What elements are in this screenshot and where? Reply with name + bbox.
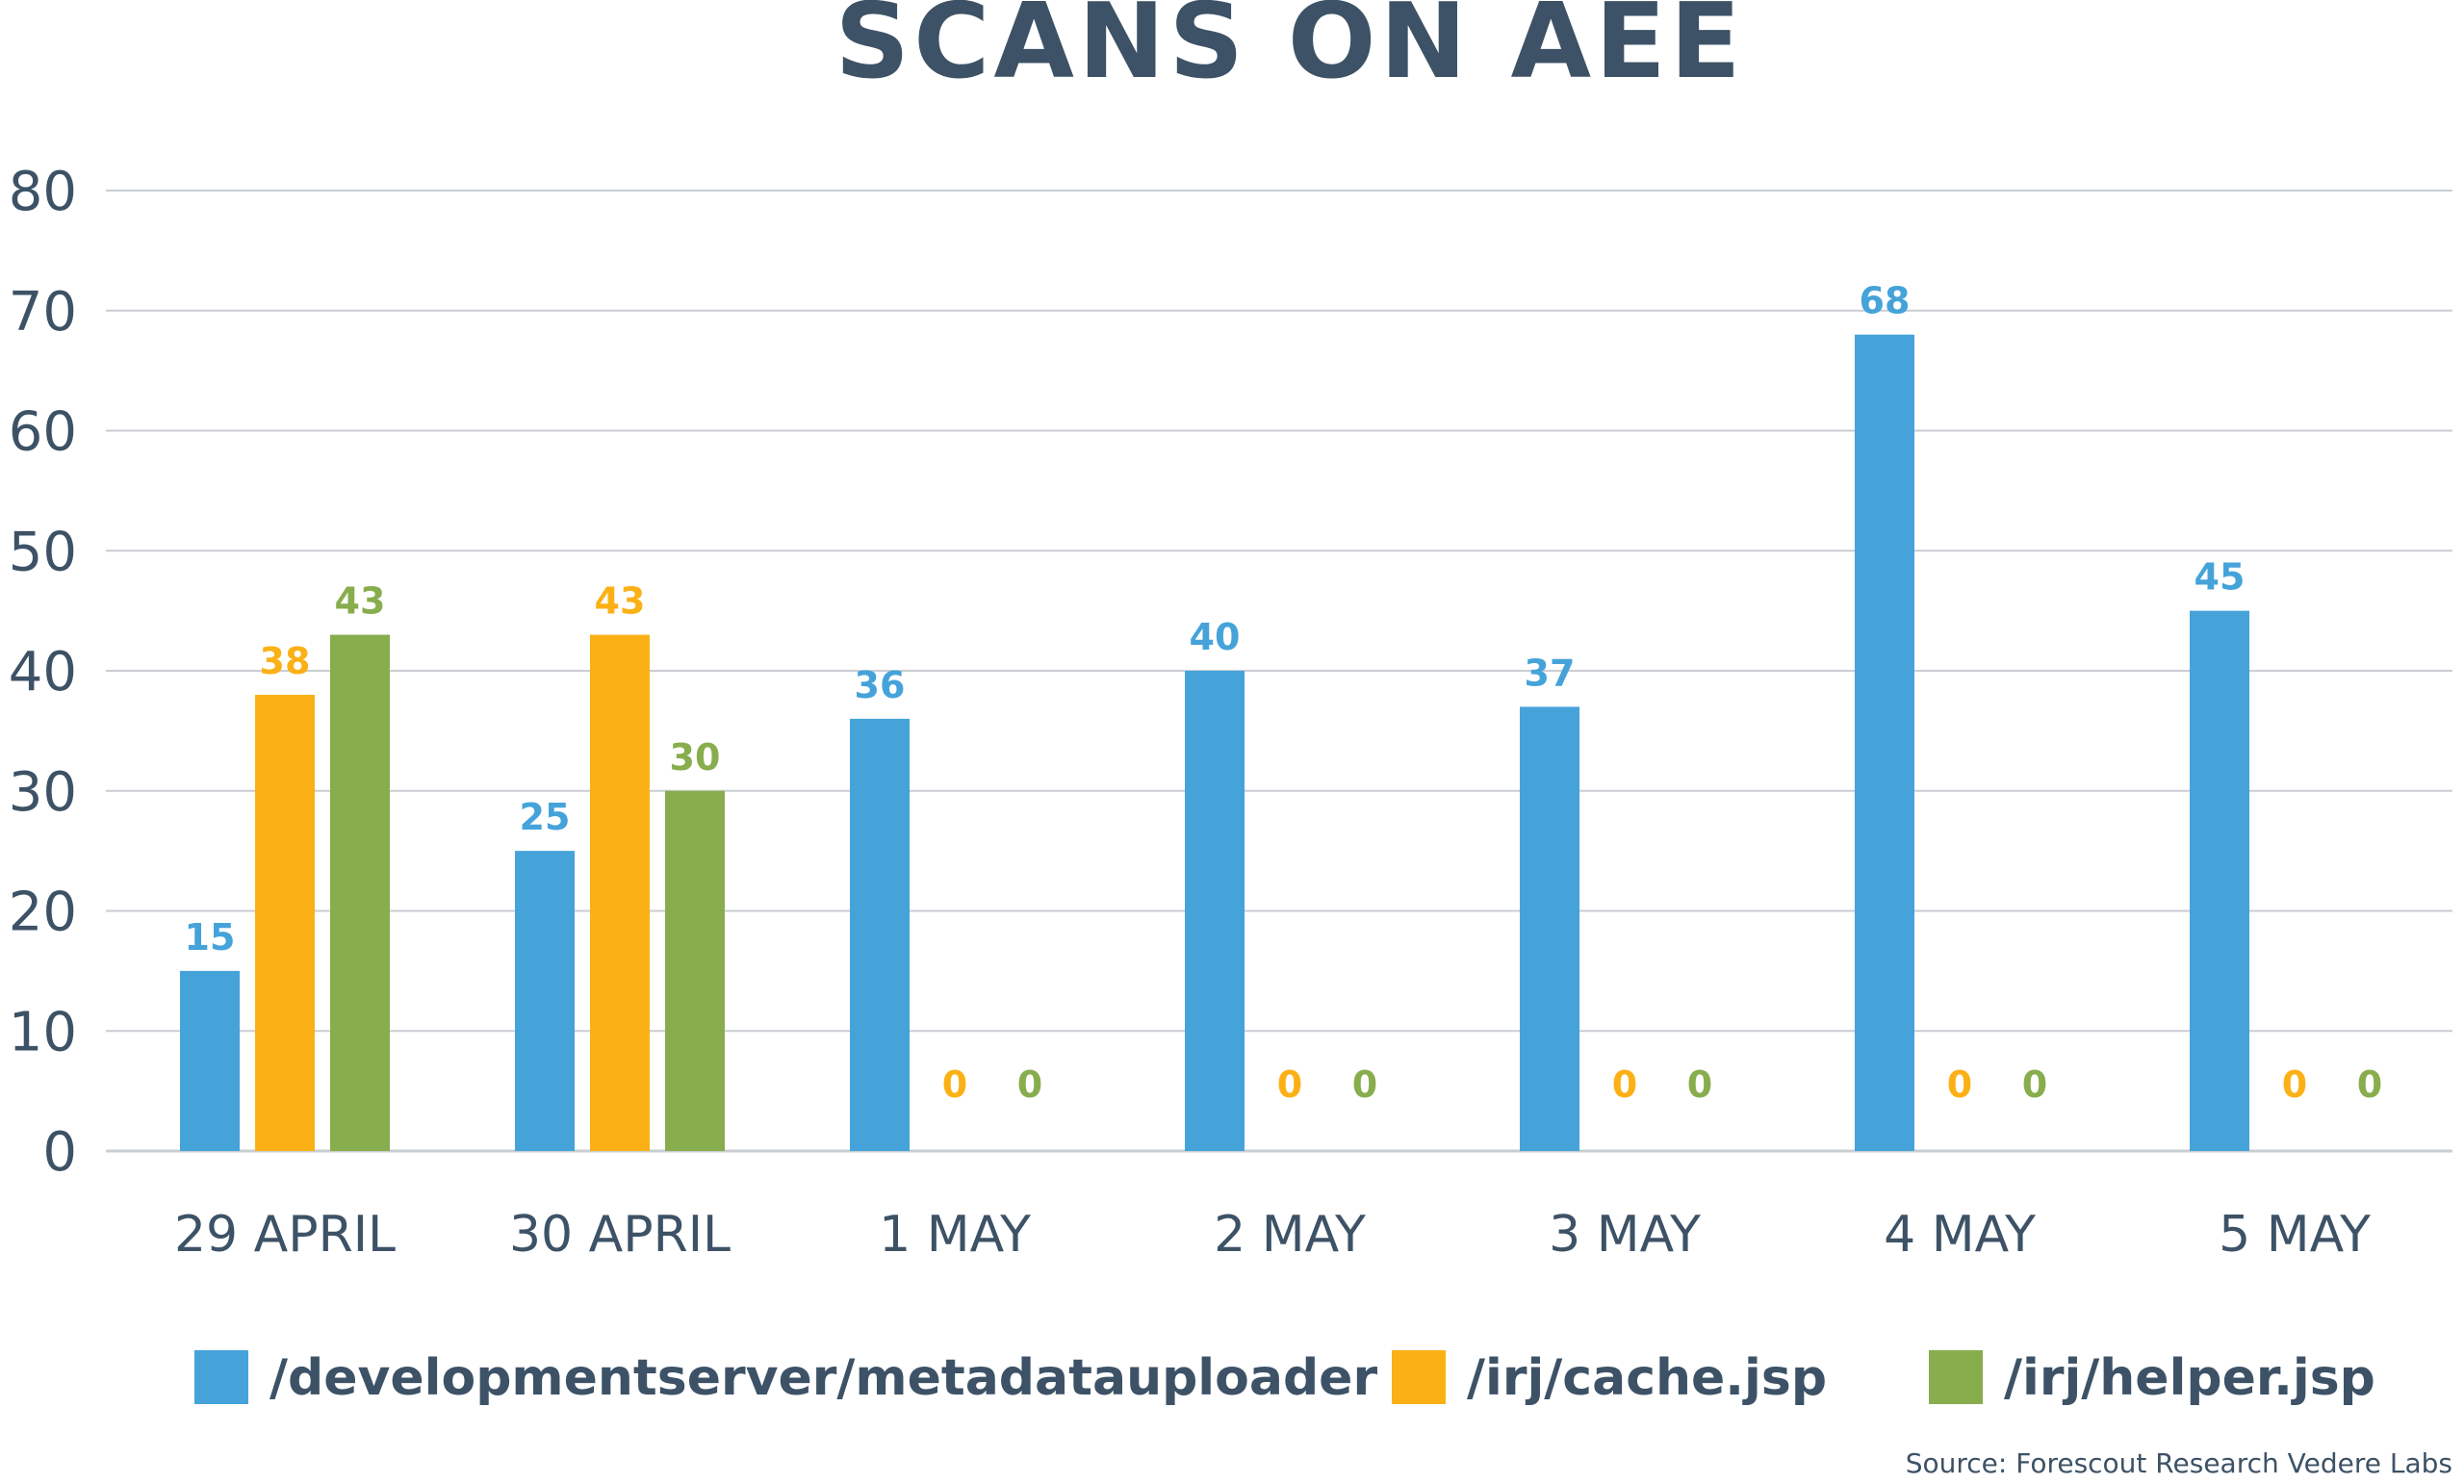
bar bbox=[590, 634, 650, 1151]
legend-swatch bbox=[1929, 1350, 1983, 1404]
data-label: 0 bbox=[1687, 1063, 1712, 1106]
data-label: 0 bbox=[2022, 1063, 2047, 1106]
bars bbox=[180, 334, 2249, 1151]
data-label: 40 bbox=[1190, 616, 1241, 658]
legend-swatch bbox=[194, 1350, 248, 1404]
bar bbox=[850, 718, 910, 1151]
legend-label: /irj/helper.jsp bbox=[2004, 1349, 2375, 1407]
x-tick-label: 30 APRIL bbox=[509, 1206, 731, 1264]
x-tick-label: 3 MAY bbox=[1549, 1206, 1701, 1264]
data-label: 36 bbox=[855, 664, 906, 706]
x-tick-label: 2 MAY bbox=[1214, 1206, 1366, 1264]
data-label: 0 bbox=[942, 1063, 967, 1106]
y-tick-label: 60 bbox=[9, 401, 77, 464]
bar bbox=[665, 790, 725, 1151]
data-labels: 15 38 43 25 43 30 36 0 0 40 0 0 37 0 0 68 0 0 45 0 0 bbox=[185, 280, 2383, 1106]
data-label: 0 bbox=[1947, 1063, 1972, 1106]
chart-title: SCANS ON AEE bbox=[834, 0, 1744, 102]
data-label: 68 bbox=[1860, 280, 1911, 322]
legend-swatch bbox=[1392, 1350, 1446, 1404]
data-label: 0 bbox=[1352, 1063, 1377, 1106]
x-tick-label: 4 MAY bbox=[1884, 1206, 2036, 1264]
data-label: 15 bbox=[185, 916, 236, 959]
y-tick-label: 10 bbox=[9, 1001, 77, 1063]
legend-label: /irj/cache.jsp bbox=[1467, 1349, 1827, 1407]
data-label: 25 bbox=[520, 796, 571, 838]
data-label: 38 bbox=[260, 640, 311, 682]
source-note: Source: Forescout Research Vedere Labs bbox=[1906, 1447, 2452, 1479]
gridlines bbox=[106, 190, 2452, 1153]
y-tick-label: 0 bbox=[42, 1121, 77, 1184]
data-label: 45 bbox=[2194, 556, 2246, 599]
y-tick-label: 30 bbox=[9, 761, 77, 824]
bar bbox=[255, 694, 315, 1151]
bar bbox=[1520, 706, 1579, 1151]
legend-label: /developmentserver/metadatauploader bbox=[270, 1349, 1377, 1407]
data-label: 30 bbox=[670, 736, 721, 779]
y-axis-ticks: 0 10 20 30 40 50 60 70 80 bbox=[9, 161, 77, 1184]
data-label: 0 bbox=[2282, 1063, 2307, 1106]
bar bbox=[2190, 610, 2249, 1151]
bar bbox=[515, 851, 575, 1151]
bar bbox=[1185, 671, 1245, 1151]
data-label: 0 bbox=[1017, 1063, 1042, 1106]
bar bbox=[1855, 334, 1914, 1151]
bar bbox=[180, 970, 240, 1151]
y-tick-label: 80 bbox=[9, 161, 77, 223]
data-label: 0 bbox=[1612, 1063, 1637, 1106]
y-tick-label: 70 bbox=[9, 281, 77, 344]
data-label: 43 bbox=[595, 580, 646, 623]
x-axis-ticks: 29 APRIL 30 APRIL 1 MAY 2 MAY 3 MAY 4 MAY 5 MA… bbox=[174, 1206, 2371, 1264]
data-label: 37 bbox=[1525, 652, 1576, 694]
data-label: 0 bbox=[1277, 1063, 1302, 1106]
x-tick-label: 5 MAY bbox=[2219, 1206, 2371, 1264]
data-label: 0 bbox=[2357, 1063, 2382, 1106]
x-tick-label: 1 MAY bbox=[879, 1206, 1031, 1264]
bar bbox=[330, 634, 390, 1151]
y-tick-label: 50 bbox=[9, 521, 77, 583]
data-label: 43 bbox=[335, 580, 386, 623]
legend: /developmentserver/metadatauploader/irj/… bbox=[194, 1349, 2375, 1407]
x-tick-label: 29 APRIL bbox=[174, 1206, 396, 1264]
y-tick-label: 20 bbox=[9, 882, 77, 944]
y-tick-label: 40 bbox=[9, 641, 77, 704]
